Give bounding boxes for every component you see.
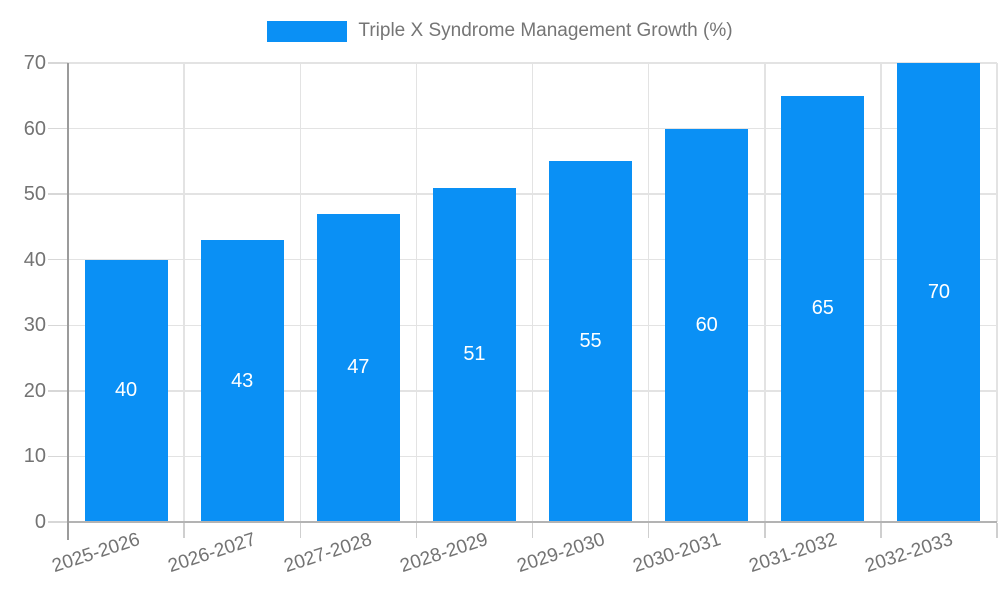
y-axis-line [67, 63, 69, 540]
y-axis-tick [48, 324, 68, 327]
gridline-vertical [880, 63, 882, 522]
bar-value-label: 40 [114, 379, 138, 402]
y-axis-label: 60 [23, 117, 46, 140]
y-axis-tick [48, 127, 68, 130]
bar[interactable]: 65 [781, 95, 865, 522]
bar[interactable]: 47 [316, 213, 400, 522]
bar-value-label: 51 [463, 343, 486, 366]
y-axis-tick [48, 521, 68, 523]
bar-value-label: 43 [231, 369, 254, 392]
y-axis-label: 70 [23, 52, 46, 74]
y-axis-label: 0 [34, 511, 46, 533]
bar[interactable]: 51 [432, 187, 516, 522]
y-axis-tick [48, 62, 68, 64]
x-axis-label: 2027-2028 [281, 529, 375, 578]
bar-value-label: 47 [347, 356, 370, 379]
chart-legend: Triple X Syndrome Management Growth (%) [0, 20, 1000, 42]
bar[interactable]: 55 [549, 161, 633, 522]
x-axis-tick [299, 523, 301, 538]
y-axis-tick [48, 455, 68, 458]
x-axis-tick [531, 523, 534, 538]
x-axis-label: 2032-2033 [862, 529, 956, 578]
y-axis-tick [48, 258, 68, 261]
x-axis-tick [647, 523, 650, 538]
x-axis-label: 2025-2026 [49, 529, 143, 578]
gridline-vertical [531, 63, 534, 522]
bar-value-label: 65 [811, 297, 834, 320]
y-axis-label: 40 [23, 248, 46, 271]
x-axis-tick [996, 523, 998, 538]
y-axis-label: 50 [23, 183, 46, 206]
gridline-vertical [647, 63, 650, 522]
y-axis-label: 10 [23, 445, 46, 468]
gridline-vertical [996, 63, 998, 522]
x-axis-label: 2030-2031 [630, 529, 724, 578]
legend-series-label[interactable]: Triple X Syndrome Management Growth (%) [358, 20, 733, 41]
x-axis-label: 2031-2032 [746, 529, 840, 578]
x-axis-label: 2026-2027 [165, 529, 259, 578]
x-axis-tick [764, 523, 766, 538]
y-axis-tick [48, 390, 68, 392]
x-axis-tick [880, 523, 882, 538]
bar-value-label: 55 [579, 330, 602, 353]
x-axis-label: 2028-2029 [398, 529, 491, 578]
bar-value-label: 70 [927, 281, 951, 303]
bar[interactable]: 43 [200, 240, 284, 522]
x-axis-line [68, 521, 997, 523]
y-axis-label: 20 [23, 379, 46, 402]
y-axis-tick [48, 193, 68, 195]
bar[interactable]: 40 [84, 259, 168, 522]
x-axis-tick [183, 523, 185, 538]
bar[interactable]: 70 [897, 63, 981, 522]
gridline-vertical [415, 63, 418, 522]
bar-value-label: 60 [695, 313, 718, 336]
gridline-vertical [764, 63, 766, 522]
legend-swatch[interactable] [267, 20, 348, 42]
gridline-vertical [299, 63, 301, 522]
x-axis-label: 2029-2030 [514, 529, 608, 578]
bar[interactable]: 60 [665, 128, 749, 522]
y-axis-label: 30 [23, 314, 46, 337]
gridline-vertical [183, 63, 185, 522]
x-axis-tick [415, 523, 418, 538]
